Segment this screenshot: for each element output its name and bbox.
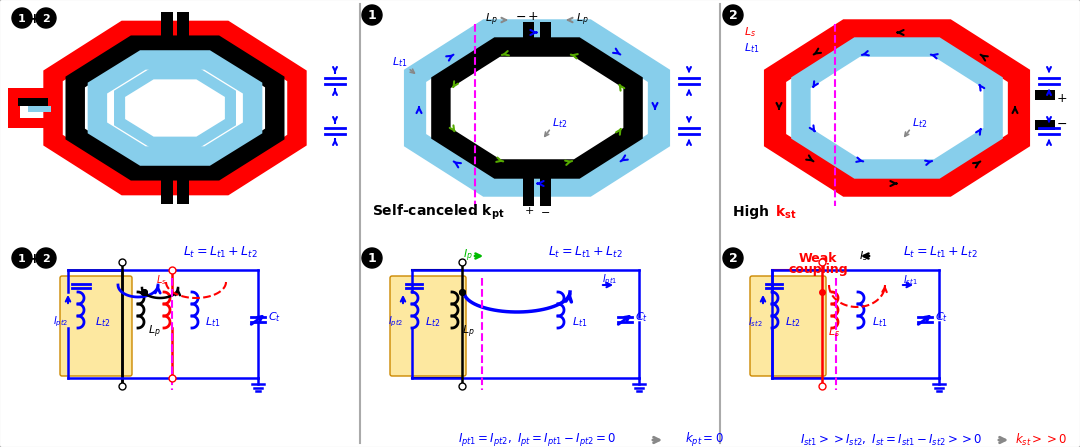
Bar [177, 12, 189, 44]
Text: 1: 1 [18, 253, 26, 263]
Circle shape [723, 248, 743, 268]
Text: $I_{pt1}$: $I_{pt1}$ [603, 273, 618, 287]
Bar [1035, 90, 1055, 100]
Text: $L_p$: $L_p$ [148, 324, 161, 340]
Bar [161, 12, 173, 44]
Text: 1: 1 [367, 9, 376, 22]
Text: $k_{st}>>0$: $k_{st}>>0$ [1015, 432, 1067, 447]
Text: $L_p$: $L_p$ [576, 12, 589, 28]
Text: $+$: $+$ [1056, 92, 1068, 105]
Text: $L_t = L_{t1}+L_{t2}$: $L_t = L_{t1}+L_{t2}$ [183, 245, 257, 260]
Text: $L_{t1}$: $L_{t1}$ [205, 315, 220, 329]
Text: $L_s$: $L_s$ [744, 25, 756, 39]
Text: $L_{t2}$: $L_{t2}$ [912, 116, 928, 130]
Text: $L_{t1}$: $L_{t1}$ [872, 315, 888, 329]
Circle shape [36, 248, 56, 268]
Bar [1035, 120, 1055, 130]
Text: +: + [28, 252, 40, 266]
Text: $I_{st1}$: $I_{st1}$ [903, 273, 917, 287]
Text: 1: 1 [367, 252, 376, 265]
Text: $+$: $+$ [527, 9, 539, 22]
Text: $I_{st2}$: $I_{st2}$ [748, 315, 762, 329]
Bar [8, 88, 21, 128]
Bar [161, 172, 173, 204]
Circle shape [12, 248, 32, 268]
Bar [18, 98, 48, 106]
Bar [28, 106, 51, 112]
Text: $L_t = L_{t1}+L_{t2}$: $L_t = L_{t1}+L_{t2}$ [903, 245, 977, 260]
Text: $L_{t2}$: $L_{t2}$ [552, 116, 567, 130]
Circle shape [36, 8, 56, 28]
Circle shape [362, 248, 382, 268]
Text: $I_p$: $I_p$ [463, 248, 473, 264]
Text: $C_t$: $C_t$ [268, 310, 281, 324]
Text: Self-canceled $\mathbf{k_{pt}}$: Self-canceled $\mathbf{k_{pt}}$ [372, 202, 504, 222]
Bar [523, 176, 534, 206]
FancyBboxPatch shape [750, 276, 826, 376]
Text: coupling: coupling [788, 263, 848, 277]
Text: $L_{t1}$: $L_{t1}$ [572, 315, 588, 329]
Text: $I_{st1}>>I_{st2},\ I_{st}=I_{st1}-I_{st2}>>0$: $I_{st1}>>I_{st2},\ I_{st}=I_{st1}-I_{st… [800, 432, 983, 447]
Text: $-$: $-$ [515, 9, 527, 22]
Text: $L_s$: $L_s$ [828, 325, 840, 339]
Text: $L_t = L_{t1}+L_{t2}$: $L_t = L_{t1}+L_{t2}$ [548, 245, 622, 260]
FancyBboxPatch shape [390, 276, 465, 376]
Bar [8, 88, 48, 98]
Text: $I_{pt2}$: $I_{pt2}$ [388, 315, 403, 329]
Text: $L_p$: $L_p$ [485, 12, 498, 28]
Text: $L_p$: $L_p$ [462, 324, 475, 340]
Circle shape [362, 5, 382, 25]
Text: 2: 2 [42, 253, 50, 263]
Text: 1: 1 [18, 13, 26, 24]
Text: $L_{t1}$: $L_{t1}$ [392, 55, 407, 69]
Text: $C_t$: $C_t$ [935, 310, 948, 324]
Text: +: + [28, 12, 40, 26]
Text: $I_{pt2}$: $I_{pt2}$ [53, 315, 68, 329]
Bar [8, 118, 48, 128]
Text: $-$: $-$ [540, 206, 550, 216]
FancyBboxPatch shape [60, 276, 132, 376]
Text: $C_t$: $C_t$ [635, 310, 648, 324]
Circle shape [12, 8, 32, 28]
Text: $+$: $+$ [524, 206, 535, 216]
Text: 2: 2 [42, 13, 50, 24]
Text: $I_s$: $I_s$ [860, 249, 868, 263]
Circle shape [723, 5, 743, 25]
Text: 2: 2 [729, 252, 738, 265]
Bar [540, 176, 551, 206]
Text: $L_s$: $L_s$ [156, 273, 166, 287]
Text: $k_{pt}=0$: $k_{pt}=0$ [685, 431, 724, 447]
Bar [540, 22, 551, 56]
Text: $L_{t2}$: $L_{t2}$ [426, 315, 441, 329]
Text: $L_{t2}$: $L_{t2}$ [95, 315, 110, 329]
Text: $I_{pt1}=I_{pt2},\ I_{pt}=I_{pt1}-I_{pt2}=0$: $I_{pt1}=I_{pt2},\ I_{pt}=I_{pt1}-I_{pt2… [458, 431, 617, 447]
Text: Weak: Weak [799, 252, 837, 265]
Text: $\mathbf{k_{st}}$: $\mathbf{k_{st}}$ [775, 203, 797, 221]
Text: High: High [733, 205, 774, 219]
Text: 2: 2 [729, 9, 738, 22]
Text: $-$: $-$ [1056, 117, 1067, 130]
Text: $L_{t2}$: $L_{t2}$ [785, 315, 800, 329]
Bar [177, 172, 189, 204]
Bar [523, 22, 534, 56]
Text: $L_{t1}$: $L_{t1}$ [744, 41, 759, 55]
